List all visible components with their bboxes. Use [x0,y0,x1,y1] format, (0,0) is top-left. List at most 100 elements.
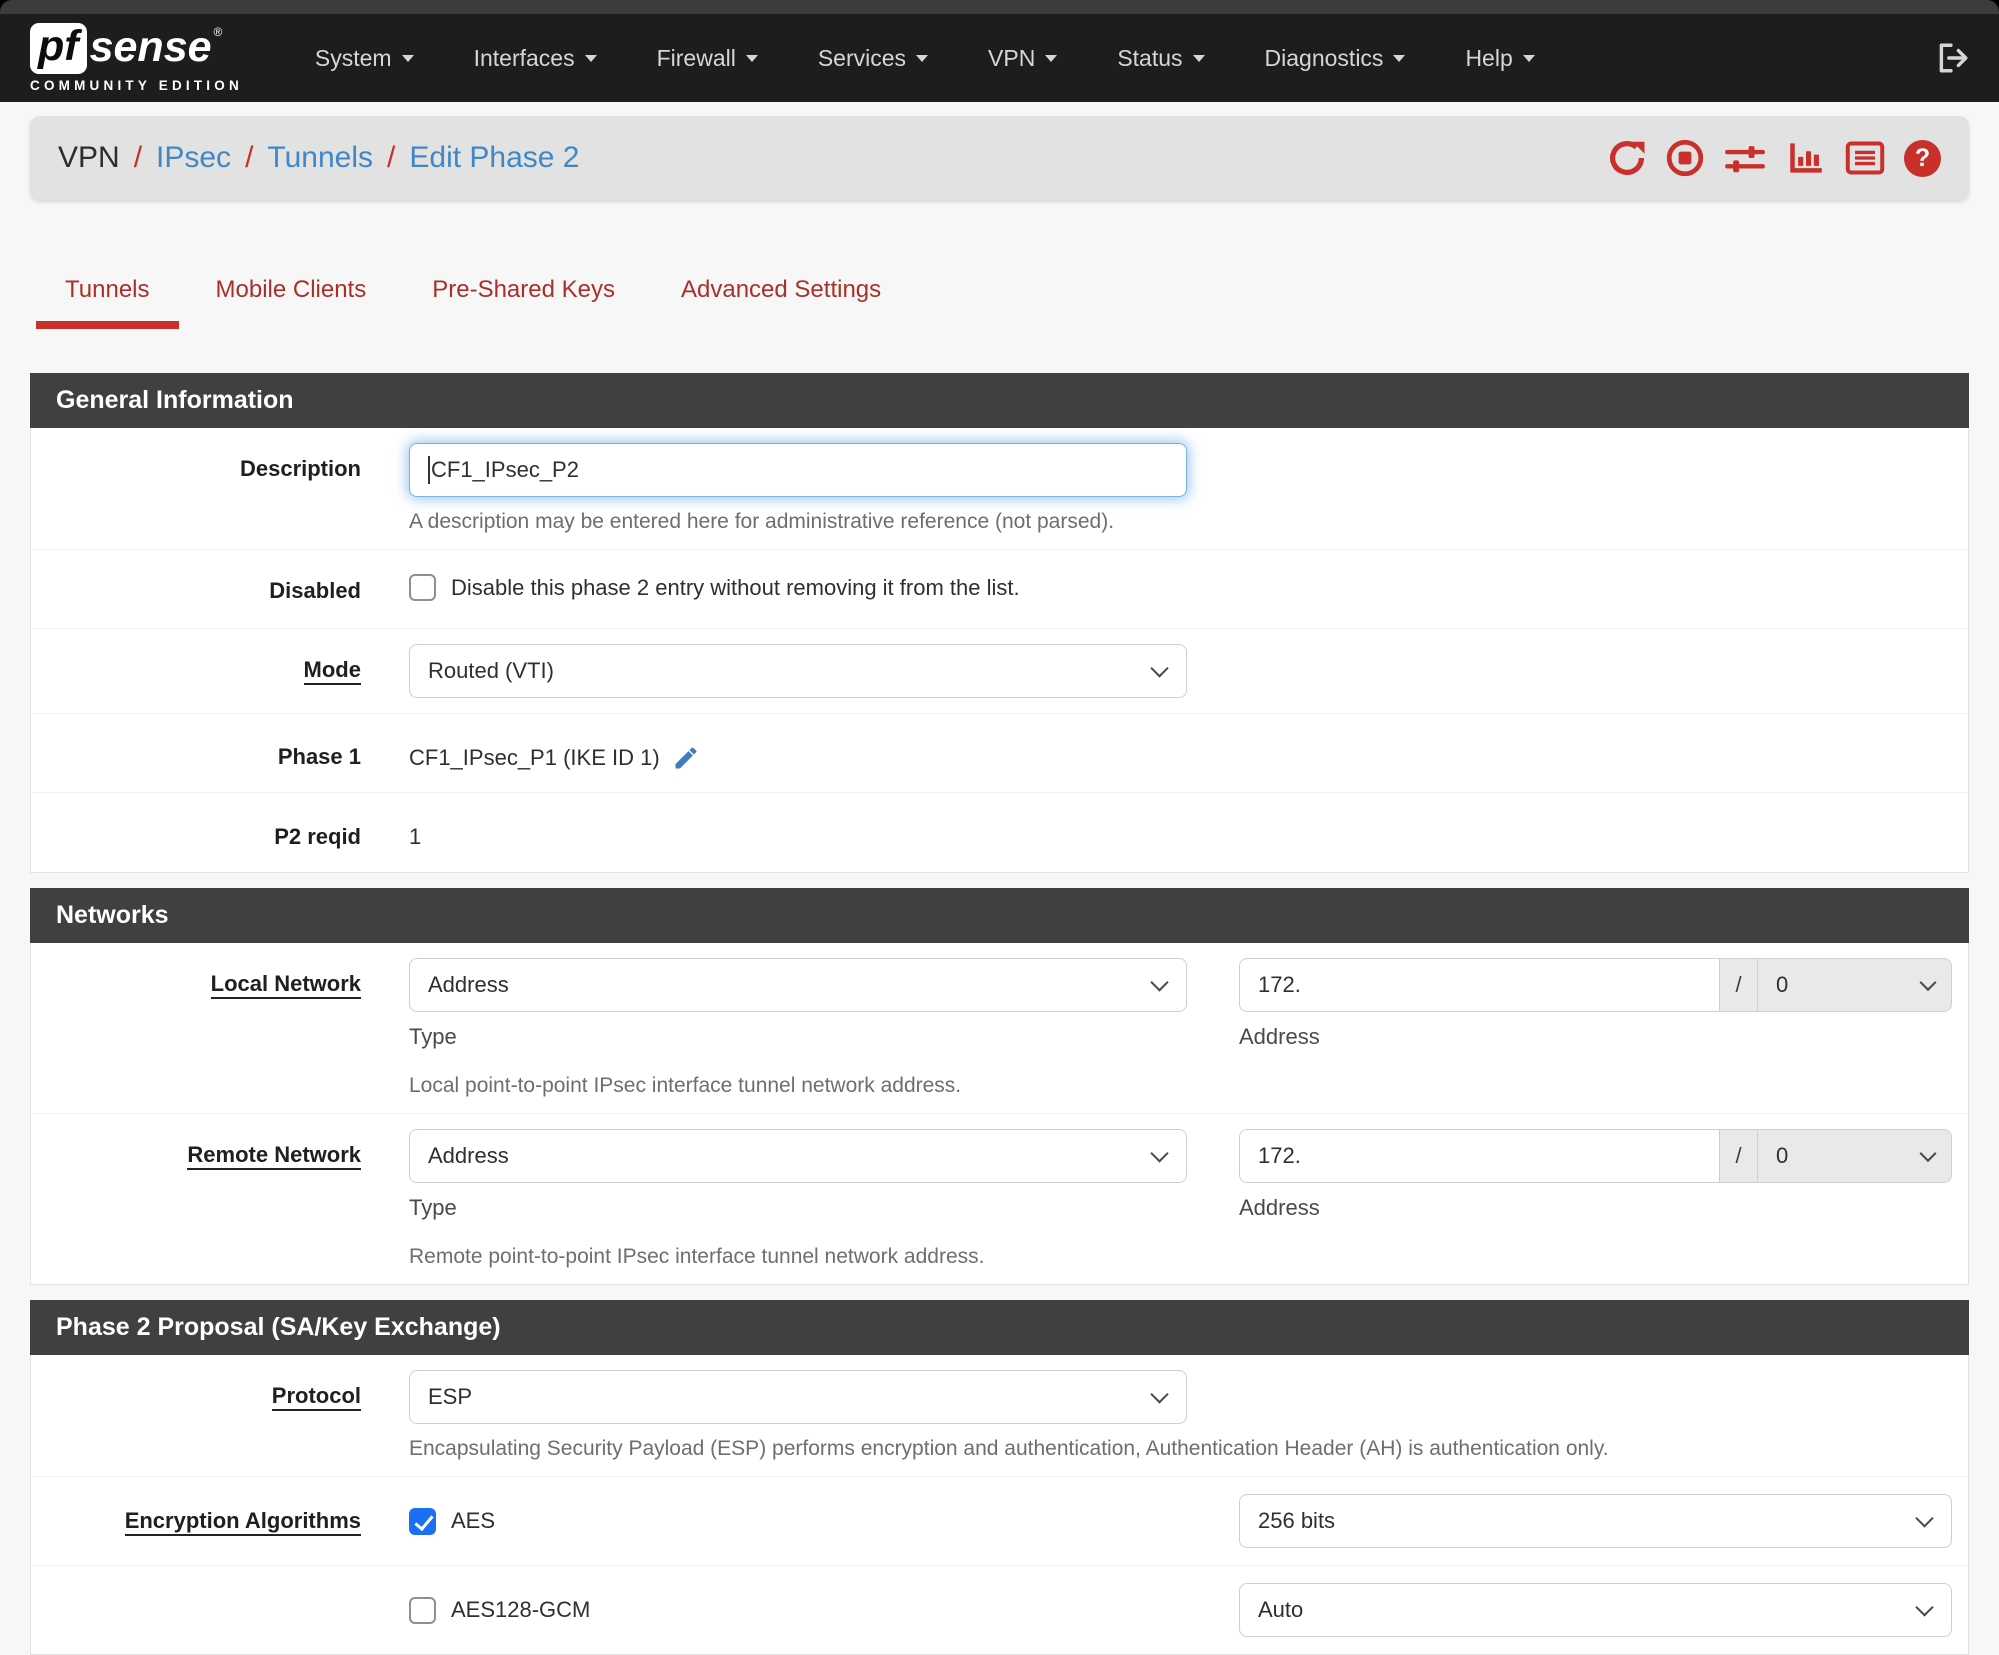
protocol-label: Protocol [271,1383,361,1411]
row-mode: Mode Routed (VTI) [31,629,1968,714]
nav-item-diagnostics[interactable]: Diagnostics [1235,14,1436,102]
panel-title: Phase 2 Proposal (SA/Key Exchange) [30,1300,1969,1355]
window-chrome [0,0,1999,14]
row-protocol: Protocol ESP Encapsulating Security Payl… [31,1355,1968,1477]
disabled-checkbox[interactable] [409,574,436,601]
aes128-gcm-keylen-value: Auto [1258,1597,1304,1622]
help-icon[interactable]: ? [1904,139,1941,177]
aes-keylen-select[interactable]: 256 bits [1239,1494,1952,1548]
row-remote-network: Remote Network Address Type 172 [31,1114,1968,1284]
slash-addon: / [1720,1129,1758,1183]
disabled-label: Disabled [269,578,361,603]
tab-tunnels[interactable]: Tunnels [36,276,179,329]
nav-item-label: Status [1117,44,1183,71]
nav-item-vpn[interactable]: VPN [958,14,1087,102]
description-label: Description [239,456,361,481]
chevron-down-icon [745,54,758,62]
chevron-down-icon [401,54,414,62]
nav-item-label: System [314,44,392,71]
local-network-help-text: Local point-to-point IPsec interface tun… [409,1074,962,1097]
disabled-checkbox-label: Disable this phase 2 entry without remov… [451,574,1020,600]
tab-advanced-settings[interactable]: Advanced Settings [681,276,882,303]
local-network-address-value: 172. [1258,972,1301,997]
log-list-icon[interactable] [1845,140,1885,176]
logo-registered-mark: ® [213,25,223,40]
nav-item-label: Firewall [656,44,736,71]
panel-general-information: General Information Description CF1_IPse… [30,373,1969,873]
local-network-type-value: Address [428,972,509,997]
sign-out-icon[interactable] [1935,41,1969,75]
aes128-gcm-keylen-select[interactable]: Auto [1239,1583,1952,1637]
pfsense-logo[interactable]: pf sense ® COMMUNITY EDITION [30,23,243,93]
protocol-select[interactable]: ESP [409,1370,1187,1424]
chevron-down-icon [1393,54,1406,62]
nav-item-interfaces[interactable]: Interfaces [444,14,627,102]
breadcrumb-current-page: Edit Phase 2 [409,141,580,174]
local-network-type-select[interactable]: Address [409,958,1187,1012]
logo-pf-badge: pf [30,23,87,74]
text-cursor [428,456,430,484]
mode-select[interactable]: Routed (VTI) [409,644,1187,698]
chevron-down-icon [1045,54,1058,62]
nav-item-system[interactable]: System [285,14,444,102]
nav-item-firewall[interactable]: Firewall [627,14,788,102]
breadcrumb-bar: VPN / IPsec / Tunnels / Edit Phase 2 [30,116,1969,200]
chart-bar-icon[interactable] [1786,140,1826,176]
remote-network-type-value: Address [428,1143,509,1168]
description-value: CF1_IPsec_P2 [431,457,579,482]
local-network-prefix-select[interactable]: 0 [1758,958,1952,1012]
mode-label: Mode [303,657,361,685]
remote-network-type-caption: Type [409,1195,457,1220]
row-local-network: Local Network Address Type 172. [31,943,1968,1114]
nav-item-label: Help [1465,44,1513,71]
remote-network-prefix-select[interactable]: 0 [1758,1129,1952,1183]
row-p2reqid: P2 reqid 1 [31,793,1968,872]
slash-addon: / [1720,958,1758,1012]
remote-network-prefix-value: 0 [1776,1143,1789,1168]
chevron-down-icon [1522,54,1535,62]
description-input[interactable]: CF1_IPsec_P2 [409,443,1187,497]
row-description: Description CF1_IPsec_P2 A description m… [31,428,1968,550]
local-network-prefix-value: 0 [1776,972,1789,997]
nav-item-status[interactable]: Status [1087,14,1234,102]
aes128-gcm-checkbox[interactable] [409,1596,436,1624]
remote-network-address-input[interactable]: 172. [1239,1129,1720,1183]
local-network-address-input[interactable]: 172. [1239,958,1720,1012]
edit-pencil-icon[interactable] [672,744,700,772]
nav-item-services[interactable]: Services [788,14,958,102]
main-content: General Information Description CF1_IPse… [30,373,1969,1655]
remote-network-help-text: Remote point-to-point IPsec interface tu… [409,1245,985,1268]
top-navbar: pf sense ® COMMUNITY EDITION System Inte… [0,14,1999,102]
p2reqid-label: P2 reqid [274,824,361,849]
panel-title: Networks [30,888,1969,943]
nav-item-label: Interfaces [473,44,575,71]
chevron-down-icon [916,54,929,62]
local-network-label: Local Network [210,971,361,999]
row-phase1: Phase 1 CF1_IPsec_P1 (IKE ID 1) [31,714,1968,793]
nav-menu: System Interfaces Firewall Services VPN … [285,14,1565,102]
sliders-icon[interactable] [1723,139,1767,177]
pfsense-logo-text: pf sense ® [30,23,243,74]
local-network-type-caption: Type [409,1024,457,1049]
breadcrumb-root: VPN [58,141,120,174]
mode-selected-value: Routed (VTI) [428,658,554,683]
breadcrumb-link-tunnels[interactable]: Tunnels [267,141,374,174]
aes-checkbox[interactable] [409,1507,436,1535]
description-help-text: A description may be entered here for ad… [409,510,1115,533]
aes-keylen-value: 256 bits [1258,1508,1336,1533]
local-network-address-caption: Address [1239,1024,1320,1049]
tab-pre-shared-keys[interactable]: Pre-Shared Keys [432,276,615,303]
row-encryption-aes: Encryption Algorithms AES 256 bits [31,1477,1968,1566]
breadcrumb-separator: / [133,141,143,174]
tab-mobile-clients[interactable]: Mobile Clients [215,276,367,303]
chevron-down-icon [584,54,597,62]
refresh-icon[interactable] [1607,138,1647,178]
panel-title: General Information [30,373,1969,428]
row-disabled: Disabled Disable this phase 2 entry with… [31,550,1968,629]
breadcrumb-link-ipsec[interactable]: IPsec [156,141,232,174]
nav-item-help[interactable]: Help [1435,14,1564,102]
remote-network-type-select[interactable]: Address [409,1129,1187,1183]
breadcrumb: VPN / IPsec / Tunnels / Edit Phase 2 [58,141,580,175]
stop-record-icon[interactable] [1666,139,1704,177]
aes-checkbox-label: AES [451,1508,496,1533]
